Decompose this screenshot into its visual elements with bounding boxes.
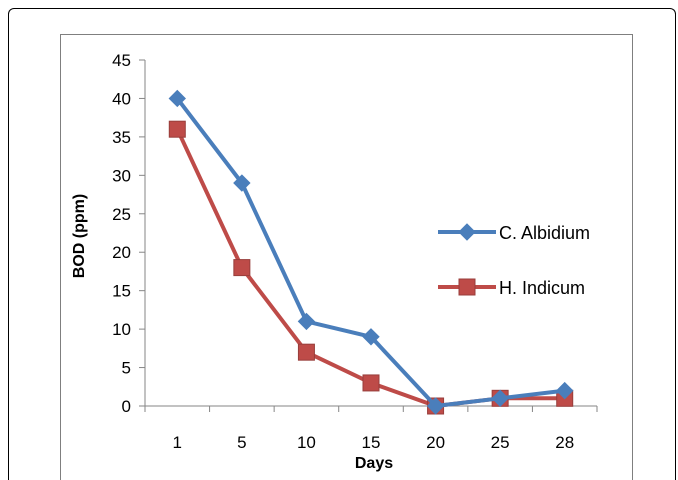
chart-area-frame — [60, 34, 633, 480]
series-layer — [168, 89, 574, 415]
data-point-c-albidium — [426, 397, 445, 415]
data-point-h-indicum — [168, 120, 186, 138]
x-tick-label: 20 — [426, 433, 445, 452]
data-point-h-indicum — [297, 343, 315, 361]
x-axis-title: Days — [355, 455, 393, 472]
data-point-c-albidium — [362, 328, 380, 346]
x-tick-label: 25 — [491, 433, 510, 452]
legend-item-h-indicum: H. Indicum — [438, 278, 585, 298]
y-tick-label: 15 — [112, 282, 131, 301]
x-axis-ticks: 1 5 10 15 20 25 28 — [144, 406, 598, 452]
y-tick-label: 5 — [122, 359, 131, 378]
y-tick-label: 0 — [122, 397, 131, 416]
x-tick-label: 10 — [297, 433, 316, 452]
x-tick-label: 1 — [173, 433, 182, 452]
data-point-c-albidium — [297, 312, 316, 331]
y-tick-label: 25 — [112, 205, 131, 224]
y-axis-ticks: 0 5 10 15 20 25 30 35 40 45 — [112, 51, 145, 416]
data-point-h-indicum — [362, 374, 380, 392]
y-axis-title: BOD (ppm) — [71, 194, 88, 278]
legend-marker — [458, 223, 476, 241]
data-point-c-albidium — [233, 174, 251, 192]
x-tick-label: 15 — [362, 433, 381, 452]
y-tick-label: 10 — [112, 320, 131, 339]
legend-label: C. Albidium — [499, 223, 590, 243]
legend-marker — [458, 278, 476, 296]
y-tick-label: 30 — [112, 166, 131, 185]
legend-label: H. Indicum — [499, 278, 585, 298]
y-tick-label: 35 — [112, 128, 131, 147]
data-point-c-albidium — [491, 389, 509, 408]
legend-item-c-albidium: C. Albidium — [438, 223, 590, 243]
x-tick-label: 28 — [555, 433, 574, 452]
y-tick-label: 45 — [112, 51, 131, 70]
data-point-c-albidium — [556, 381, 574, 400]
chart-frame — [8, 8, 676, 480]
y-tick-label: 20 — [112, 243, 131, 262]
data-point-c-albidium — [168, 89, 186, 108]
x-tick-label: 5 — [237, 433, 246, 452]
series-c-albidium — [168, 89, 574, 415]
legend: C. Albidium H. Indicum — [438, 223, 590, 298]
data-point-h-indicum — [233, 259, 251, 277]
y-tick-label: 40 — [112, 89, 131, 108]
